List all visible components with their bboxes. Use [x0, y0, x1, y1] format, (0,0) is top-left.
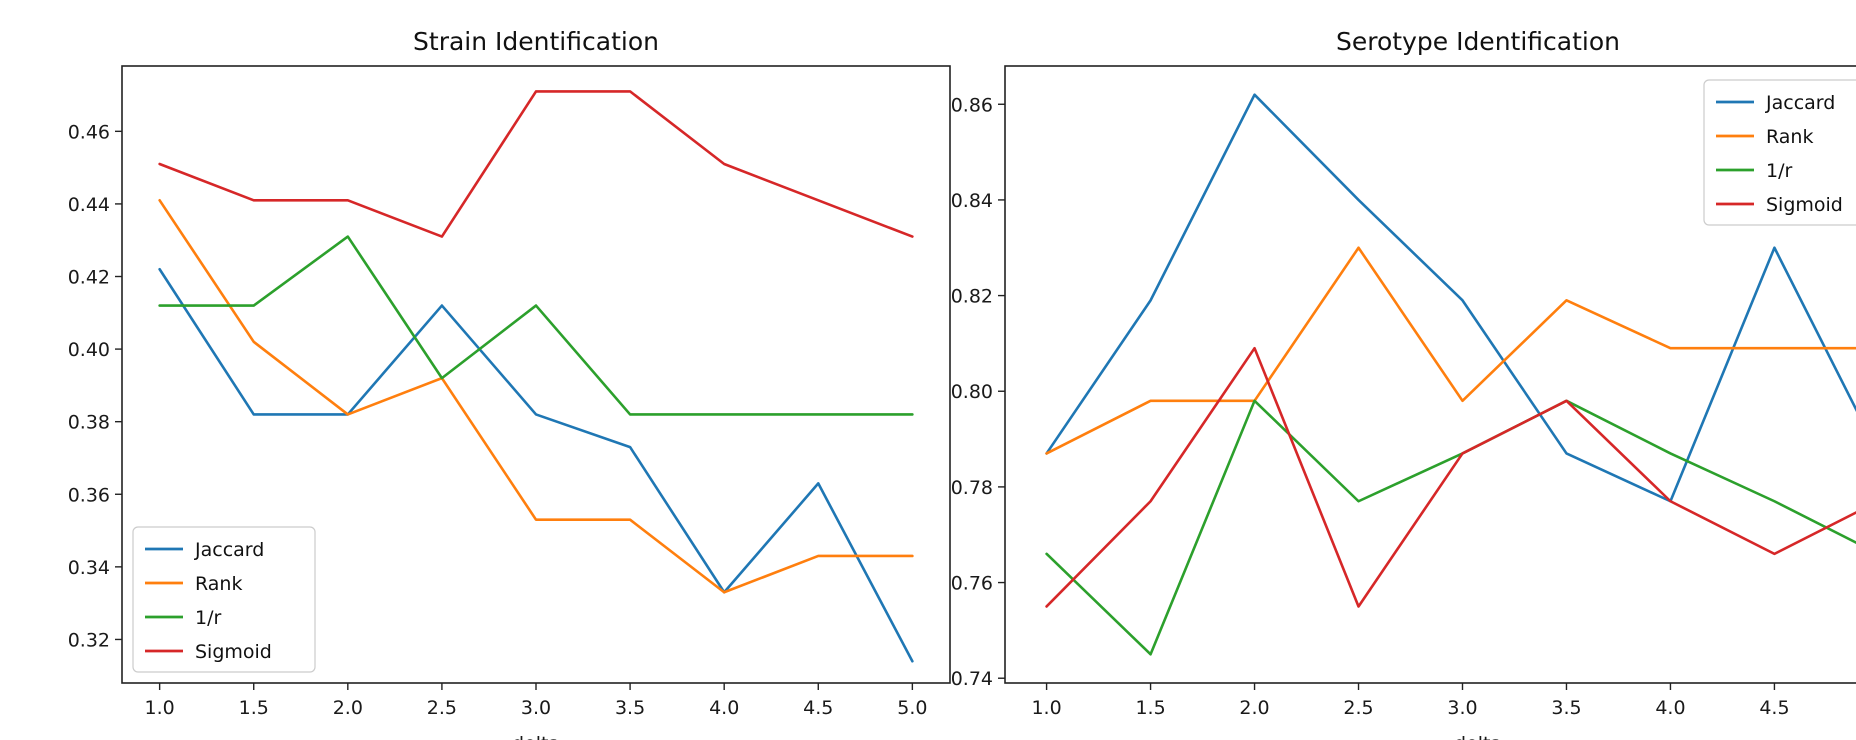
- serotype-identification-x-tick-label: 3.5: [1551, 697, 1581, 719]
- serotype-identification-series-jaccard: [1045, 93, 1856, 503]
- serotype-identification-legend-label-sigmoid: Sigmoid: [1766, 194, 1843, 216]
- strain-identification-x-tick-label: 2.0: [333, 697, 363, 719]
- strain-identification-x-tick-label: 4.0: [709, 697, 739, 719]
- serotype-identification-x-tick-label: 4.5: [1759, 697, 1789, 719]
- serotype-identification-x-axis-label: delta: [1454, 733, 1502, 740]
- strain-identification-y-tick-label: 0.46: [68, 121, 110, 143]
- strain-identification-x-tick-label: 1.5: [239, 697, 269, 719]
- serotype-identification-legend-label-1-r: 1/r: [1766, 160, 1792, 182]
- serotype-identification-legend-label-jaccard: Jaccard: [1765, 92, 1835, 114]
- serotype-identification-y-tick-label: 0.86: [951, 94, 993, 116]
- strain-identification-y-tick-label: 0.34: [68, 557, 110, 579]
- strain-identification-y-tick-label: 0.40: [68, 339, 110, 361]
- strain-identification-series-jaccard: [158, 267, 914, 663]
- strain-identification-panel: Strain Identification 1.0 1.5 2.0 2.5 3.0 3.5 4…: [68, 27, 951, 740]
- strain-identification-x-tick-label: 3.5: [615, 697, 645, 719]
- strain-identification-x-tick-label: 5.0: [897, 697, 927, 719]
- serotype-identification-legend: Jaccard Rank 1/r Sigmoid: [1703, 79, 1856, 226]
- serotype-identification-x-tick-label: 2.5: [1343, 697, 1373, 719]
- strain-identification-legend-label-1-r: 1/r: [195, 607, 221, 629]
- strain-identification-series-sigmoid: [158, 90, 914, 238]
- strain-identification-legend-label-rank: Rank: [195, 573, 242, 595]
- serotype-identification-x-tick-label: 1.5: [1135, 697, 1165, 719]
- serotype-identification-title: Serotype Identification: [1336, 27, 1620, 56]
- strain-identification-y-tick-label: 0.44: [68, 194, 110, 216]
- serotype-identification-series-sigmoid: [1045, 346, 1856, 608]
- strain-identification-x-tick-label: 2.5: [427, 697, 457, 719]
- strain-identification-legend-box: [132, 526, 316, 673]
- serotype-identification-legend-box: [1703, 79, 1856, 226]
- strain-identification-legend: Jaccard Rank 1/r Sigmoid: [132, 526, 316, 673]
- serotype-identification-y-tick-label: 0.82: [951, 286, 993, 308]
- strain-identification-series-rank: [158, 198, 914, 594]
- strain-identification-legend-label-sigmoid: Sigmoid: [195, 641, 272, 663]
- strain-identification-title: Strain Identification: [413, 27, 659, 56]
- serotype-identification-series-1-r: [1045, 399, 1856, 656]
- serotype-identification-y-tick-label: 0.76: [951, 573, 993, 595]
- serotype-identification-y-tick-label: 0.74: [951, 668, 993, 690]
- serotype-identification-y-tick-label: 0.84: [951, 190, 993, 212]
- strain-identification-y-tick-label: 0.38: [68, 412, 110, 434]
- serotype-identification-panel: Serotype Identification 1.0 1.5 2.0 2.5 3.0 3.…: [951, 27, 1856, 740]
- strain-identification-y-tick-label: 0.36: [68, 484, 110, 506]
- serotype-identification-x-tick-label: 2.0: [1239, 697, 1269, 719]
- serotype-identification-x-tick-label: 4.0: [1655, 697, 1685, 719]
- strain-identification-y-tick-label: 0.42: [68, 267, 110, 289]
- strain-identification-x-tick-label: 1.0: [145, 697, 175, 719]
- serotype-identification-x-tick-label: 3.0: [1447, 697, 1477, 719]
- serotype-identification-y-tick-label: 0.78: [951, 477, 993, 499]
- strain-identification-y-tick-label: 0.32: [68, 629, 110, 651]
- serotype-identification-y-tick-label: 0.80: [951, 381, 993, 403]
- serotype-identification-series-rank: [1045, 246, 1856, 455]
- strain-identification-x-axis-label: delta: [512, 733, 560, 740]
- strain-identification-legend-label-jaccard: Jaccard: [194, 539, 264, 561]
- strain-identification-x-tick-label: 3.0: [521, 697, 551, 719]
- serotype-identification-legend-label-rank: Rank: [1766, 126, 1813, 148]
- serotype-identification-x-tick-label: 1.0: [1031, 697, 1061, 719]
- strain-identification-series-1-r: [158, 235, 914, 416]
- strain-identification-x-tick-label: 4.5: [803, 697, 833, 719]
